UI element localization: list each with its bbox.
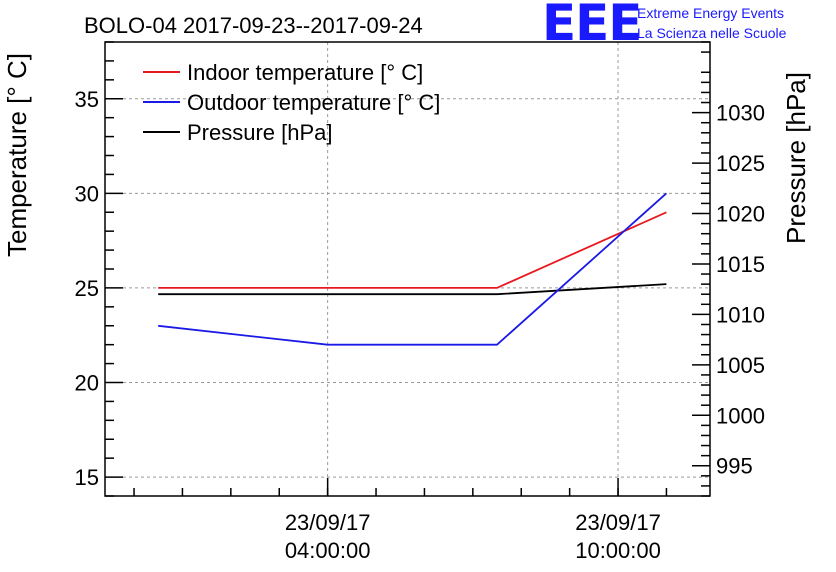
axis-ticks — [105, 41, 710, 497]
series-line-0 — [158, 211, 667, 289]
y-tick-label: 30 — [75, 181, 99, 206]
chart-title: BOLO-04 2017-09-23--2017-09-24 — [84, 13, 423, 38]
y-tick-label: 35 — [75, 87, 99, 112]
y-tick-label: 25 — [75, 276, 99, 301]
plot-lines — [158, 192, 667, 346]
x-tick-date: 23/09/17 — [285, 510, 371, 535]
y2-tick-label: 1005 — [716, 353, 765, 378]
legend-label-0: Indoor temperature [° C] — [187, 60, 423, 85]
x-tick-time: 04:00:00 — [285, 538, 371, 563]
y2-tick-label: 995 — [716, 454, 753, 479]
legend: Indoor temperature [° C] Outdoor temperat… — [143, 60, 440, 145]
eee-logo-line1: Extreme Energy Events — [637, 5, 784, 21]
legend-label-2: Pressure [hPa] — [187, 120, 333, 145]
series-line-1 — [158, 192, 667, 346]
y2-tick-label: 1015 — [716, 252, 765, 277]
y2-tick-label: 1000 — [716, 403, 765, 428]
eee-logo-letters: EEE — [542, 0, 641, 52]
y2-tick-label: 1030 — [716, 101, 765, 126]
y2-tick-label: 1020 — [716, 202, 765, 227]
y2-axis-title: Pressure [hPa] — [781, 72, 811, 244]
y-tick-label: 20 — [75, 371, 99, 396]
x-tick-date: 23/09/17 — [575, 510, 661, 535]
y-axis-title: Temperature [° C] — [2, 53, 32, 257]
legend-label-1: Outdoor temperature [° C] — [187, 90, 440, 115]
eee-logo-line2: La Scienza nelle Scuole — [637, 25, 787, 41]
y-tick-label: 15 — [75, 465, 99, 490]
tick-labels: 15 20 25 30 35 995 1000 1005 1010 1015 1020 1025 103… — [75, 87, 765, 563]
series-line-2 — [158, 283, 667, 296]
y2-tick-label: 1010 — [716, 302, 765, 327]
y2-tick-label: 1025 — [716, 151, 765, 176]
eee-logo: EEE Extreme Energy Events La Scienza nel… — [542, 0, 787, 52]
x-tick-time: 10:00:00 — [575, 538, 661, 563]
